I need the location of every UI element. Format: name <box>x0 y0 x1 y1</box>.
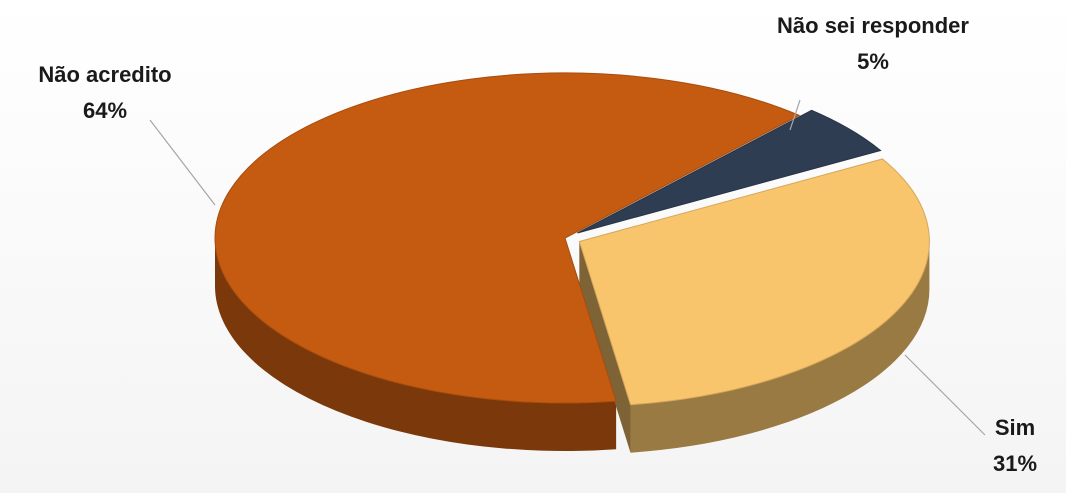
leader-lines <box>149 99 986 436</box>
slice-side-nao-acredito <box>215 238 617 452</box>
slice-top-nao-acredito <box>214 72 801 404</box>
slice-top-nao-sei-responder <box>577 109 882 234</box>
slice-side-sim <box>630 241 930 453</box>
slice-label-nao-sei-responder: Não sei responder <box>777 13 969 38</box>
slice-cut-sim <box>579 241 631 453</box>
slice-label-sim: Sim <box>995 415 1035 440</box>
slice-label-nao-acredito: Não acredito <box>38 62 171 87</box>
slice-value-nao-sei-responder: 5% <box>857 49 889 74</box>
pie-slices <box>214 72 930 453</box>
leader-line-nao-sei-responder <box>789 99 801 131</box>
leader-line-sim <box>904 354 986 436</box>
slice-top-sim <box>578 158 930 406</box>
slice-value-nao-acredito: 64% <box>83 98 127 123</box>
leader-line-nao-acredito <box>149 119 216 206</box>
slice-value-sim: 31% <box>993 451 1037 476</box>
